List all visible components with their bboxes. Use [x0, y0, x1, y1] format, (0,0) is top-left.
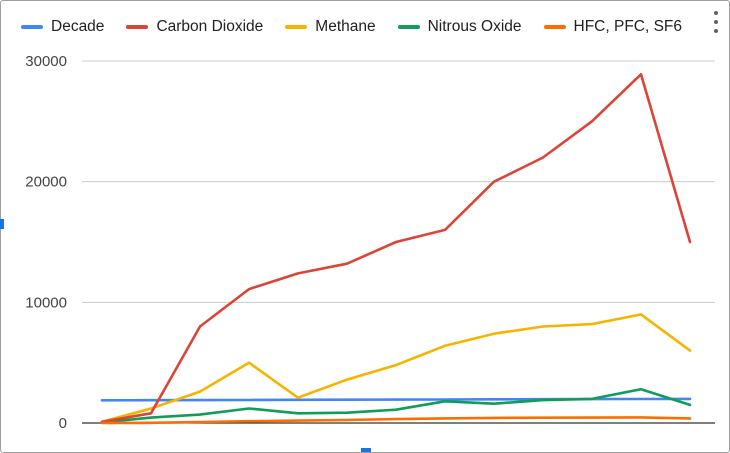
- legend-swatch: [21, 25, 43, 29]
- y-tick-label: 30000: [25, 53, 67, 70]
- legend-swatch: [543, 25, 566, 29]
- legend-item-hfc-pfc-sf6[interactable]: HFC, PFC, SF6: [543, 18, 683, 36]
- y-tick-label: 20000: [25, 174, 67, 191]
- legend-item-decade[interactable]: Decade: [21, 18, 104, 36]
- legend-swatch: [397, 25, 420, 29]
- legend-label: Nitrous Oxide: [427, 18, 522, 35]
- series-line-nitrous-oxide[interactable]: [100, 387, 692, 424]
- more-vert-icon[interactable]: [713, 11, 719, 33]
- legend-label: Methane: [315, 18, 376, 35]
- legend-item-carbon-dioxide[interactable]: Carbon Dioxide: [126, 18, 263, 36]
- legend-label: Decade: [51, 18, 105, 35]
- series-line-methane[interactable]: [100, 313, 692, 424]
- legend-item-methane[interactable]: Methane: [285, 18, 376, 36]
- resize-handle-left[interactable]: [0, 219, 4, 229]
- series-line-decade[interactable]: [100, 397, 692, 402]
- legend-item-nitrous-oxide[interactable]: Nitrous Oxide: [397, 18, 522, 36]
- chart-legend: Decade Carbon Dioxide Methane Nitrous Ox…: [21, 15, 682, 39]
- series-line-carbon-dioxide[interactable]: [100, 73, 692, 424]
- legend-label: HFC, PFC, SF6: [573, 18, 683, 35]
- resize-handle-bottom[interactable]: [361, 448, 371, 452]
- legend-swatch: [285, 25, 308, 29]
- menu-dot: [714, 29, 718, 33]
- legend-label: Carbon Dioxide: [156, 18, 264, 35]
- menu-dot: [714, 20, 718, 24]
- y-tick-label: 0: [59, 415, 67, 432]
- series-line-hfc-pfc-sf6[interactable]: [100, 416, 692, 425]
- y-tick-label: 10000: [25, 294, 67, 311]
- legend-swatch: [126, 25, 149, 29]
- menu-dot: [714, 11, 718, 15]
